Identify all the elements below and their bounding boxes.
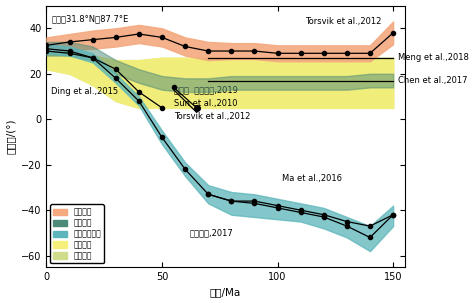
Text: 参考点31.8°N，87.7°E: 参考点31.8°N，87.7°E <box>51 15 128 24</box>
Text: Meng et al.,2018: Meng et al.,2018 <box>398 53 469 62</box>
Y-axis label: 古纬度/(°): 古纬度/(°) <box>6 118 16 154</box>
Text: Sun et al.,2010: Sun et al.,2010 <box>173 99 237 108</box>
Text: Torsvik et al.,2012: Torsvik et al.,2012 <box>173 112 250 122</box>
Text: Torsvik et al.,2012: Torsvik et al.,2012 <box>305 17 382 26</box>
Text: Ding et al.,2015: Ding et al.,2015 <box>51 88 118 96</box>
Text: Ma et al.,2016: Ma et al.,2016 <box>282 174 342 183</box>
Text: Chen et al.,2017: Chen et al.,2017 <box>398 76 467 85</box>
X-axis label: 时代/Ma: 时代/Ma <box>210 288 241 298</box>
Text: 张波兴等,2017: 张波兴等,2017 <box>190 228 234 238</box>
Text: 本研究  孙知明等,2019: 本研究 孙知明等,2019 <box>173 85 237 94</box>
Legend: 欧亚大陆, 印度板块, 喜马拉雅块体, 羌塘块体, 拉萨块体: 欧亚大陆, 印度板块, 喜马拉雅块体, 羌塘块体, 拉萨块体 <box>50 205 104 263</box>
